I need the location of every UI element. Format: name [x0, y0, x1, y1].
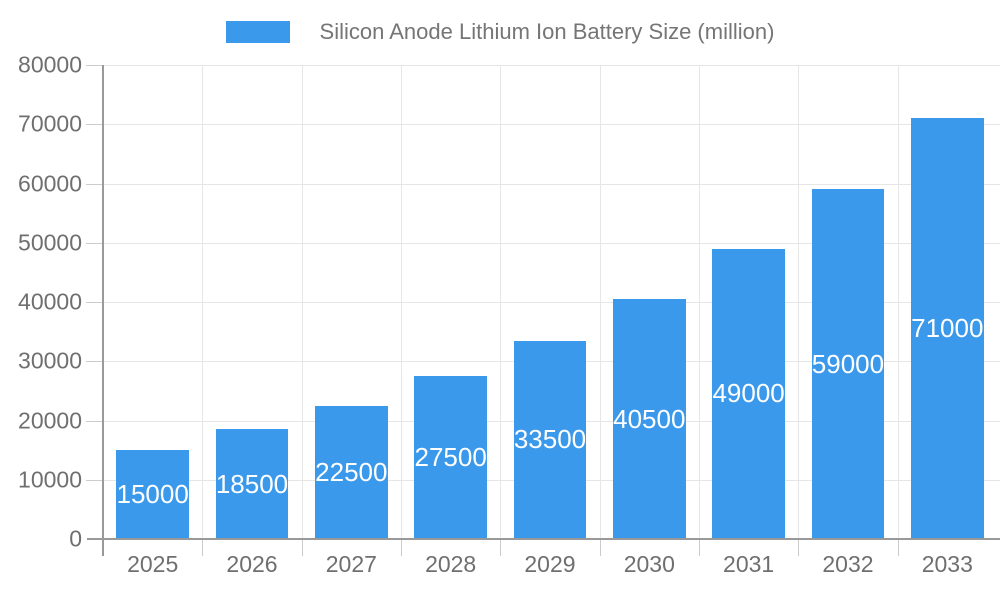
bar-value-label: 33500	[513, 424, 587, 455]
category-boundary-gridline	[798, 65, 800, 539]
legend-label: Silicon Anode Lithium Ion Battery Size (…	[319, 19, 775, 44]
category-boundary-gridline	[301, 65, 303, 539]
x-axis-tick	[500, 539, 502, 556]
x-axis-label: 2027	[325, 551, 377, 577]
x-axis-label: 2025	[127, 551, 179, 577]
category-track-2030: 40500 2030	[600, 65, 699, 577]
y-axis-tick	[86, 302, 103, 303]
y-axis-tick	[86, 183, 103, 185]
x-axis-tick	[599, 539, 601, 556]
bar-value-label: 49000	[712, 378, 785, 409]
y-axis-tick	[86, 420, 103, 422]
category-boundary-gridline	[599, 65, 601, 539]
x-axis-label: 2030	[623, 551, 675, 577]
y-gridline	[103, 302, 1000, 303]
x-axis-tick	[698, 539, 700, 556]
category-boundary-gridline	[897, 65, 899, 539]
x-axis-tick	[301, 539, 303, 556]
y-axis-tick	[86, 479, 103, 481]
bar-value-label: 15000	[116, 479, 189, 510]
bar-2029[interactable]: 33500	[513, 340, 587, 539]
bar-2031[interactable]: 49000	[712, 248, 785, 539]
x-axis-label: 2033	[921, 551, 973, 577]
legend: Silicon Anode Lithium Ion Battery Size (…	[0, 19, 1000, 45]
y-axis-label: 30000	[18, 347, 82, 374]
y-gridline	[103, 183, 1000, 185]
category-boundary-gridline	[500, 65, 502, 539]
x-axis-label: 2026	[226, 551, 278, 577]
x-axis-baseline	[87, 538, 1000, 540]
category-boundary-gridline	[400, 65, 402, 539]
bar-2026[interactable]: 18500	[215, 429, 289, 539]
y-axis-label: 0	[69, 525, 82, 552]
bar-tracks: 15000 2025 18500 2026 22500 2027 27500 2028 3350…	[103, 65, 997, 577]
category-track-2032: 59000 2032	[798, 65, 897, 577]
category-track-2026: 18500 2026	[202, 65, 301, 577]
category-track-2025: 15000 2025	[103, 65, 202, 577]
plot-area: 0 10000 20000 30000 40000 50000 60000 70000 8000…	[18, 52, 1000, 577]
category-boundary-gridline	[698, 65, 700, 539]
y-axis-label: 50000	[18, 229, 82, 256]
x-axis-label: 2029	[524, 551, 576, 577]
category-boundary-gridline	[202, 65, 204, 539]
y-gridline	[103, 242, 1000, 244]
category-track-2027: 22500 2027	[302, 65, 401, 577]
y-axis-label: 70000	[18, 110, 82, 137]
y-axis-label: 80000	[18, 51, 82, 78]
bar-value-label: 40500	[613, 403, 686, 434]
y-gridline	[103, 65, 1000, 66]
x-axis-label: 2032	[822, 551, 874, 577]
x-axis-label: 2028	[425, 551, 477, 577]
x-axis-tick	[897, 539, 899, 556]
y-axis-label: 10000	[18, 466, 82, 493]
category-track-2029: 33500 2029	[500, 65, 599, 577]
y-axis-tick	[86, 361, 103, 363]
y-axis-line	[102, 65, 104, 556]
bar-2032[interactable]: 59000	[811, 189, 885, 539]
y-axis-label: 20000	[18, 407, 82, 433]
bar-2030[interactable]: 40500	[613, 299, 686, 539]
y-gridline	[103, 124, 1000, 126]
bar-2033[interactable]: 71000	[911, 118, 984, 539]
y-axis-tick	[86, 242, 103, 244]
category-track-2028: 27500 2028	[401, 65, 500, 577]
legend-swatch	[225, 21, 290, 43]
x-axis-tick	[400, 539, 402, 556]
y-axis-label: 60000	[18, 170, 82, 196]
x-axis-tick	[798, 539, 800, 556]
x-axis-label: 2031	[723, 551, 775, 577]
category-track-2033: 71000 2033	[898, 65, 997, 577]
bar-value-label: 22500	[315, 456, 388, 487]
bar-2025[interactable]: 15000	[116, 450, 189, 539]
bar-value-label: 18500	[215, 468, 289, 499]
y-axis-tick	[86, 124, 103, 126]
x-axis-tick	[202, 539, 204, 556]
bar-value-label: 71000	[911, 313, 984, 344]
y-axis-label: 40000	[18, 288, 82, 315]
bar-2028[interactable]: 27500	[414, 376, 487, 539]
bar-value-label: 59000	[811, 348, 885, 379]
category-track-2031: 49000 2031	[699, 65, 798, 577]
y-axis-tick	[86, 65, 103, 66]
bar-value-label: 27500	[414, 442, 487, 473]
bar-2027[interactable]: 22500	[315, 405, 388, 539]
